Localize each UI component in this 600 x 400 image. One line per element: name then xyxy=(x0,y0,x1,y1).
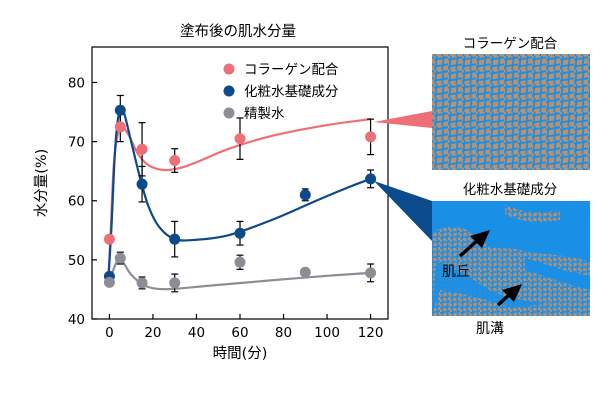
panel-title-top: コラーゲン配合 xyxy=(463,36,558,52)
data-point-series-1 xyxy=(365,173,377,185)
legend-label-collagen: コラーゲン配合 xyxy=(244,62,339,78)
legend-label-water: 精製水 xyxy=(244,106,285,122)
data-point-series-1 xyxy=(114,104,126,116)
data-point-series-0 xyxy=(114,121,126,133)
x-tick-label: 0 xyxy=(105,325,114,341)
data-point-series-0 xyxy=(169,155,181,167)
data-point-series-2 xyxy=(234,256,246,268)
data-points xyxy=(103,104,377,289)
data-point-series-1 xyxy=(299,189,311,201)
data-point-series-2 xyxy=(136,277,148,289)
x-tick-label: 80 xyxy=(275,325,292,341)
data-point-series-0 xyxy=(103,233,115,245)
connector-base xyxy=(374,181,432,241)
data-point-series-2 xyxy=(103,276,115,288)
data-point-series-2 xyxy=(299,266,311,278)
arrow-hill-icon xyxy=(458,230,490,258)
y-tick-label: 50 xyxy=(68,253,85,269)
label-groove: 肌溝 xyxy=(476,321,504,337)
x-tick-label: 100 xyxy=(314,325,340,341)
arrow-groove-icon xyxy=(496,284,522,307)
y-tick-label: 70 xyxy=(68,135,85,151)
label-hill: 肌丘 xyxy=(442,264,470,280)
data-point-series-0 xyxy=(136,143,148,155)
data-point-series-1 xyxy=(169,233,181,245)
x-tick-label: 20 xyxy=(144,325,161,341)
legend: コラーゲン配合 化粧水基礎成分 精製水 xyxy=(223,62,339,122)
y-tick-label: 40 xyxy=(68,312,85,328)
data-point-series-2 xyxy=(169,277,181,289)
legend-marker-water xyxy=(223,107,235,119)
skin-image-base xyxy=(432,201,590,316)
y-tick-label: 80 xyxy=(68,75,85,91)
x-axis: 0 20 40 60 80 100 120 xyxy=(105,314,383,341)
connector-collagen xyxy=(374,111,432,128)
skin-image-collagen xyxy=(432,54,590,170)
panel-title-bottom: 化粧水基礎成分 xyxy=(463,181,558,198)
x-tick-label: 40 xyxy=(188,325,205,341)
data-point-series-2 xyxy=(114,252,126,264)
x-tick-label: 120 xyxy=(358,325,384,341)
data-point-series-0 xyxy=(365,131,377,143)
chart-title: 塗布後の肌水分量 xyxy=(180,22,296,40)
data-point-series-1 xyxy=(234,227,246,239)
legend-marker-base xyxy=(223,85,235,97)
y-axis: 40 50 60 70 80 xyxy=(68,75,97,328)
data-point-series-0 xyxy=(234,133,246,145)
legend-marker-collagen xyxy=(223,63,235,75)
data-point-series-2 xyxy=(365,267,377,279)
legend-label-base: 化粧水基礎成分 xyxy=(244,83,339,100)
x-tick-label: 60 xyxy=(231,325,248,341)
x-axis-label: 時間(分) xyxy=(213,345,268,362)
y-tick-label: 60 xyxy=(68,194,85,210)
data-point-series-1 xyxy=(136,178,148,190)
y-axis-label: 水分量(%) xyxy=(33,149,50,218)
plot-frame xyxy=(91,46,389,320)
